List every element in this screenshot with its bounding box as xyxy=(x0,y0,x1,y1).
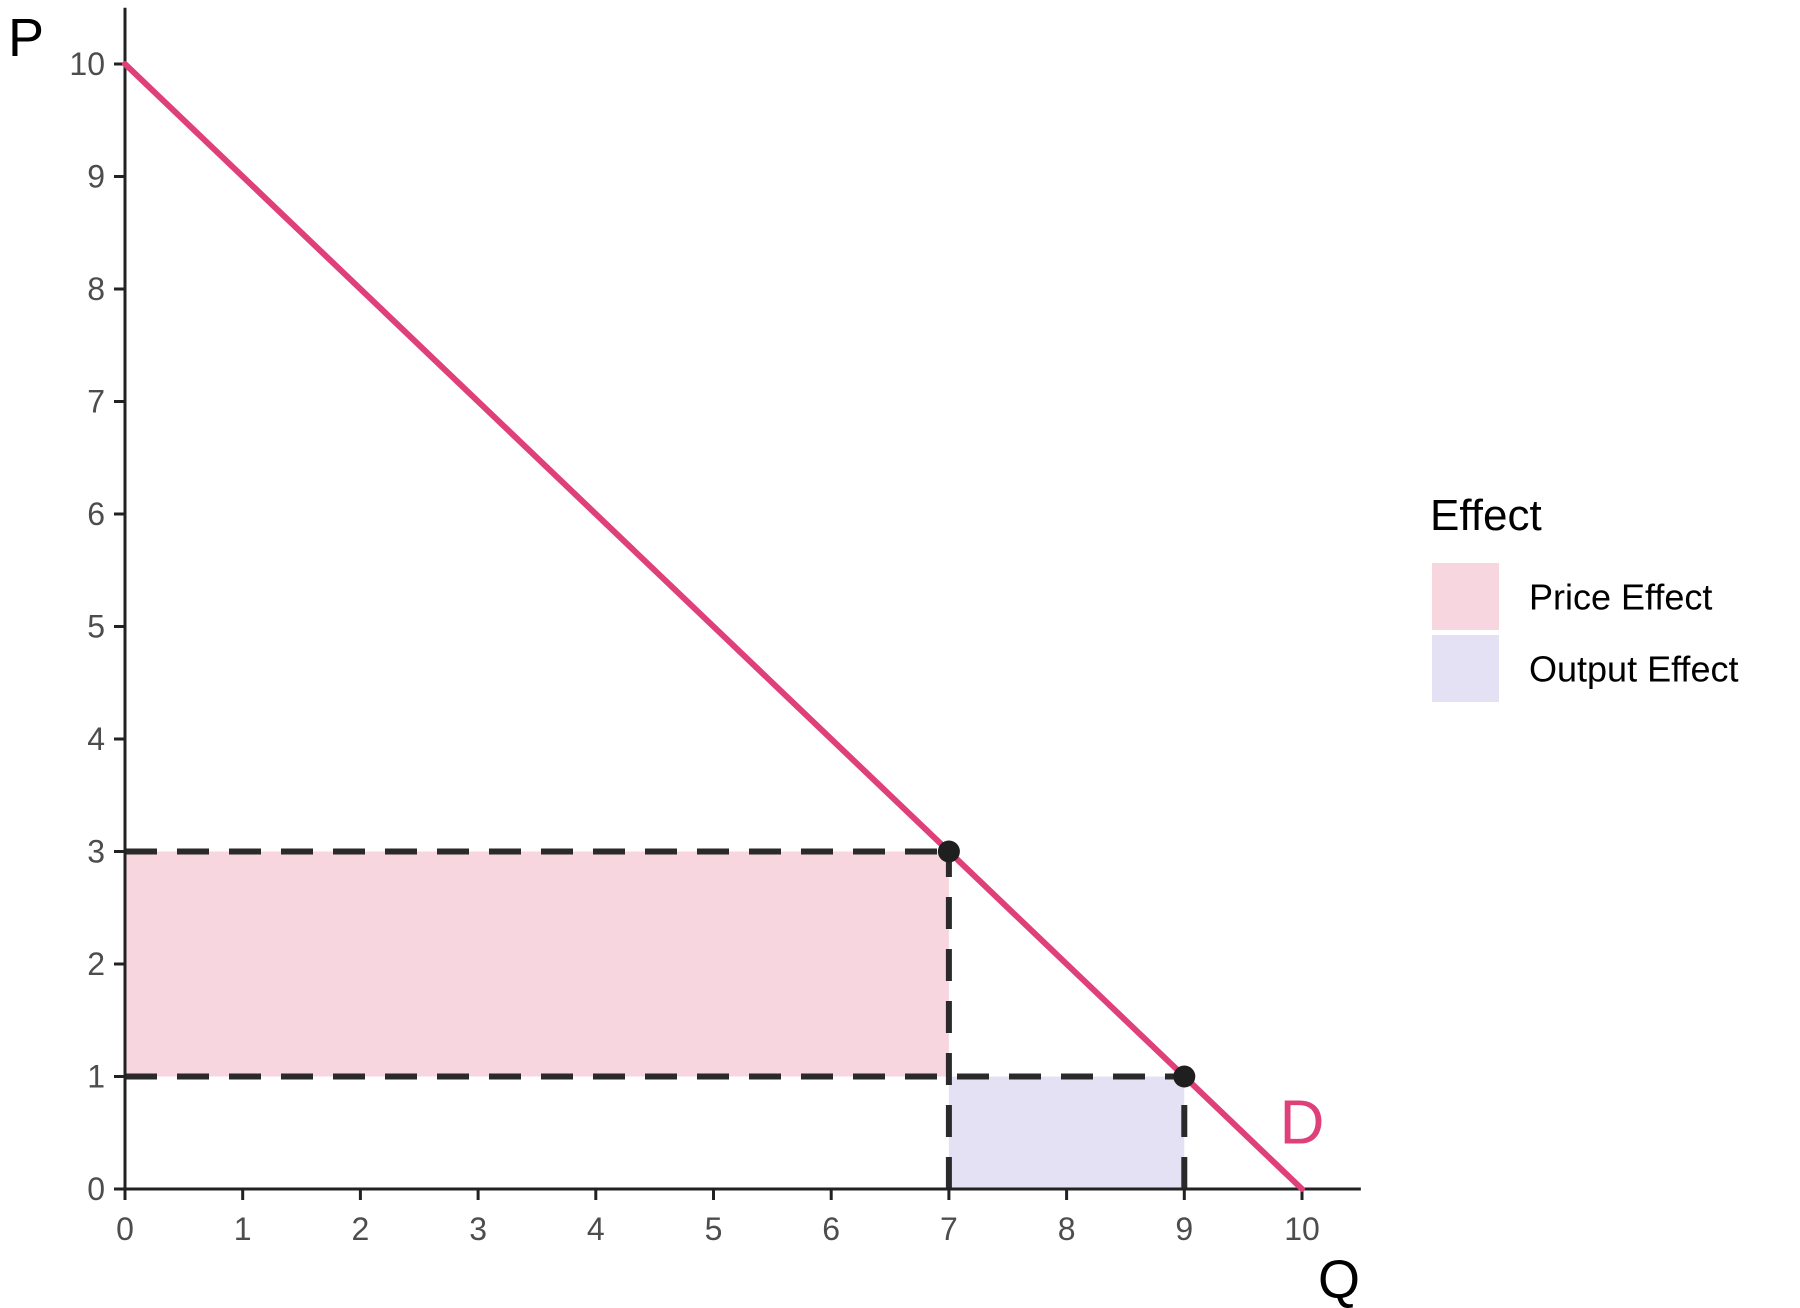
y-tick-label: 9 xyxy=(87,159,105,195)
x-tick-label: 10 xyxy=(1284,1211,1320,1247)
y-tick-label: 6 xyxy=(87,496,105,532)
y-tick-label: 8 xyxy=(87,271,105,307)
x-tick-label: 3 xyxy=(469,1211,487,1247)
demand-curve xyxy=(122,61,1305,1192)
x-axis-title: Q xyxy=(1318,1250,1360,1308)
demand-curve-layer xyxy=(122,61,1305,1192)
points-layer xyxy=(937,840,1196,1088)
y-tick-label: 1 xyxy=(87,1059,105,1095)
y-tick-label: 2 xyxy=(87,946,105,982)
y-tick-label: 3 xyxy=(87,834,105,870)
legend-label-output-effect: Output Effect xyxy=(1529,649,1738,690)
x-tick-label: 5 xyxy=(705,1211,723,1247)
y-tick-label: 0 xyxy=(87,1171,105,1207)
y-axis-title: P xyxy=(8,8,44,68)
x-tick-label: 6 xyxy=(822,1211,840,1247)
equilibrium-point xyxy=(1173,1065,1196,1088)
x-tick-label: 0 xyxy=(116,1211,134,1247)
y-tick-label: 7 xyxy=(87,384,105,420)
x-tick-label: 9 xyxy=(1175,1211,1193,1247)
y-tick-label: 10 xyxy=(69,46,105,82)
legend-key-price-effect xyxy=(1432,563,1499,630)
legend: Effect Price Effect Output Effect xyxy=(1430,491,1738,702)
x-tick-label: 7 xyxy=(940,1211,958,1247)
demand-curve-label: D xyxy=(1280,1089,1325,1158)
legend-title: Effect xyxy=(1430,491,1542,540)
output-effect-area xyxy=(948,1076,1185,1189)
x-tick-label: 8 xyxy=(1058,1211,1076,1247)
legend-label-price-effect: Price Effect xyxy=(1529,577,1712,618)
y-tick-label: 4 xyxy=(87,721,105,757)
legend-key-output-effect xyxy=(1432,635,1499,702)
y-tick-label: 5 xyxy=(87,609,105,645)
labels-layer: D xyxy=(1280,1089,1325,1158)
x-tick-label: 2 xyxy=(352,1211,370,1247)
effect-areas xyxy=(125,851,1185,1189)
price-effect-area xyxy=(125,851,949,1077)
dashed-guides xyxy=(125,848,1188,1189)
x-tick-label: 4 xyxy=(587,1211,605,1247)
x-tick-label: 1 xyxy=(234,1211,252,1247)
equilibrium-point xyxy=(937,840,960,863)
